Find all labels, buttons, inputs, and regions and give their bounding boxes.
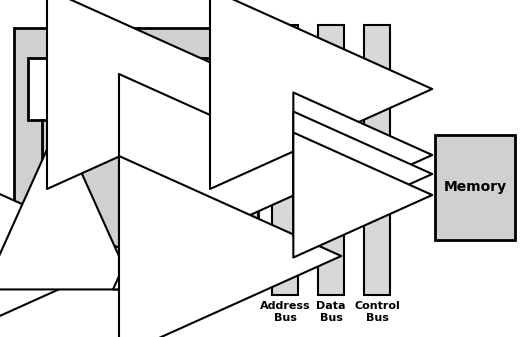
Text: MAR: MAR xyxy=(169,82,207,96)
Bar xyxy=(148,58,228,120)
Text: CPU: CPU xyxy=(46,13,84,31)
Bar xyxy=(28,58,90,120)
Text: Address
Bus: Address Bus xyxy=(260,301,311,323)
Bar xyxy=(318,25,344,295)
Bar xyxy=(14,28,258,275)
Text: PC: PC xyxy=(48,82,70,96)
Bar xyxy=(364,25,390,295)
Text: Control
Unit: Control Unit xyxy=(159,159,217,189)
Bar xyxy=(272,25,298,295)
Text: Memory: Memory xyxy=(443,180,507,194)
Text: MBR: MBR xyxy=(164,247,202,263)
Text: Control
Bus: Control Bus xyxy=(354,301,400,323)
Text: Data
Bus: Data Bus xyxy=(316,301,346,323)
Bar xyxy=(138,138,238,210)
Bar xyxy=(435,135,515,240)
Bar xyxy=(138,230,228,280)
